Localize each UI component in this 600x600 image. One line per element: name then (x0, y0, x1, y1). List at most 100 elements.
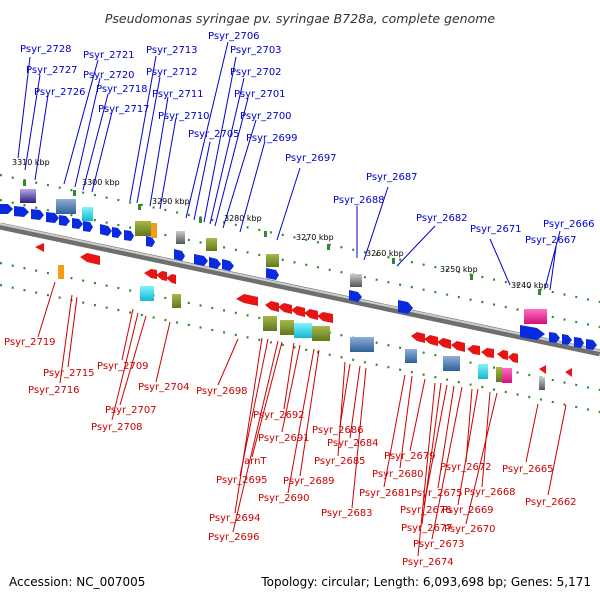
reverse-gene[interactable] (265, 301, 279, 312)
reverse-gene[interactable] (539, 365, 546, 374)
gene-label[interactable]: Psyr_2698 (196, 386, 248, 397)
feature-grey[interactable] (539, 377, 545, 390)
gene-label[interactable]: Psyr_2702 (230, 67, 282, 78)
forward-gene[interactable] (586, 339, 597, 350)
gene-label[interactable]: Psyr_2697 (285, 153, 337, 164)
gene-label[interactable]: Psyr_2691 (258, 433, 310, 444)
gene-label[interactable]: Psyr_2726 (34, 87, 86, 98)
forward-gene[interactable] (194, 254, 208, 266)
gene-label[interactable]: Psyr_2721 (83, 50, 135, 61)
gene-label[interactable]: Psyr_2676 (400, 505, 452, 516)
gene-label[interactable]: Psyr_2695 (216, 475, 268, 486)
forward-gene[interactable] (14, 206, 29, 217)
forward-gene[interactable] (0, 204, 13, 214)
gene-label[interactable]: Psyr_2715 (43, 368, 95, 379)
gene-label[interactable]: Psyr_2684 (327, 438, 379, 449)
reverse-gene[interactable] (156, 271, 167, 281)
gene-label[interactable]: Psyr_2680 (372, 469, 424, 480)
feature-cyan[interactable] (140, 286, 154, 301)
reverse-gene[interactable] (317, 312, 333, 323)
gene-label[interactable]: Psyr_2717 (98, 104, 150, 115)
forward-gene[interactable] (83, 221, 93, 232)
gene-label[interactable]: Psyr_2681 (359, 488, 411, 499)
gene-label[interactable]: Psyr_2704 (138, 382, 190, 393)
gene-label[interactable]: Psyr_2716 (28, 385, 80, 396)
gene-label[interactable]: Psyr_2708 (91, 422, 143, 433)
feature-cyan[interactable] (294, 323, 312, 338)
gene-label[interactable]: Psyr_2696 (208, 532, 260, 543)
gene-label[interactable]: Psyr_2672 (440, 462, 492, 473)
forward-gene[interactable] (174, 249, 185, 261)
reverse-gene[interactable] (35, 243, 44, 252)
forward-gene[interactable] (398, 300, 413, 314)
gene-label[interactable]: Psyr_2686 (312, 425, 364, 436)
gene-label[interactable]: Psyr_2711 (152, 89, 204, 100)
gene-label[interactable]: Psyr_2728 (20, 44, 72, 55)
forward-gene[interactable] (112, 227, 122, 238)
feature-orange[interactable] (58, 265, 64, 279)
reverse-gene[interactable] (166, 274, 176, 284)
gene-label[interactable]: Psyr_2683 (321, 508, 373, 519)
feature-steel[interactable] (443, 356, 460, 371)
reverse-gene[interactable] (144, 269, 157, 279)
reverse-gene[interactable] (497, 350, 508, 360)
reverse-gene[interactable] (411, 332, 425, 343)
feature-steel[interactable] (405, 349, 417, 363)
gene-label[interactable]: Psyr_2662 (525, 497, 577, 508)
feature-cyan[interactable] (82, 207, 93, 221)
gene-label[interactable]: Psyr_2712 (146, 67, 198, 78)
gene-label[interactable]: Psyr_2667 (525, 235, 577, 246)
reverse-gene[interactable] (467, 345, 480, 355)
gene-label[interactable]: Psyr_2671 (470, 224, 522, 235)
feature-violet[interactable] (20, 189, 36, 203)
gene-label[interactable]: Psyr_2688 (333, 195, 385, 206)
gene-label[interactable]: Psyr_2706 (208, 31, 260, 42)
gene-label[interactable]: Psyr_2709 (97, 361, 149, 372)
reverse-gene[interactable] (278, 303, 292, 314)
feature-steel[interactable] (56, 199, 76, 214)
forward-gene[interactable] (46, 212, 59, 223)
gene-label[interactable]: Psyr_2692 (253, 410, 305, 421)
reverse-gene[interactable] (80, 253, 100, 265)
forward-gene[interactable] (209, 257, 221, 269)
gene-label[interactable]: Psyr_2689 (283, 476, 335, 487)
feature-olive[interactable] (172, 294, 181, 308)
gene-label[interactable]: Psyr_2669 (442, 505, 494, 516)
forward-gene[interactable] (520, 325, 545, 340)
gene-label[interactable]: Psyr_2679 (384, 451, 436, 462)
gene-label[interactable]: arnT (244, 456, 267, 467)
reverse-gene[interactable] (236, 294, 258, 306)
feature-olive[interactable] (496, 367, 502, 382)
gene-label[interactable]: Psyr_2703 (230, 45, 282, 56)
forward-gene[interactable] (562, 334, 572, 345)
feature-olive[interactable] (135, 221, 151, 236)
gene-label[interactable]: Psyr_2685 (314, 456, 366, 467)
forward-gene[interactable] (549, 332, 560, 343)
feature-pink[interactable] (502, 368, 512, 383)
reverse-gene[interactable] (451, 341, 465, 352)
gene-label[interactable]: Psyr_2720 (83, 70, 135, 81)
forward-gene[interactable] (100, 224, 112, 236)
gene-label[interactable]: Psyr_2668 (464, 487, 516, 498)
reverse-gene[interactable] (437, 338, 451, 349)
gene-label[interactable]: Psyr_2665 (502, 464, 554, 475)
gene-label[interactable]: Psyr_2718 (96, 84, 148, 95)
forward-gene[interactable] (31, 209, 44, 220)
forward-gene[interactable] (574, 337, 584, 348)
feature-grey[interactable] (176, 231, 185, 244)
gene-label[interactable]: Psyr_2675 (411, 488, 463, 499)
gene-label[interactable]: Psyr_2700 (240, 111, 292, 122)
gene-label[interactable]: Psyr_2677 (401, 523, 453, 534)
feature-olive[interactable] (263, 316, 277, 331)
reverse-gene[interactable] (424, 335, 438, 346)
gene-label[interactable]: Psyr_2699 (246, 133, 298, 144)
feature-pink[interactable] (524, 309, 547, 324)
gene-label[interactable]: Psyr_2687 (366, 172, 418, 183)
forward-gene[interactable] (222, 259, 234, 271)
gene-label[interactable]: Psyr_2705 (188, 129, 240, 140)
gene-label[interactable]: Psyr_2713 (146, 45, 198, 56)
feature-olive[interactable] (266, 254, 279, 267)
gene-label[interactable]: Psyr_2694 (209, 513, 261, 524)
feature-olive[interactable] (280, 320, 294, 335)
forward-gene[interactable] (146, 236, 155, 247)
